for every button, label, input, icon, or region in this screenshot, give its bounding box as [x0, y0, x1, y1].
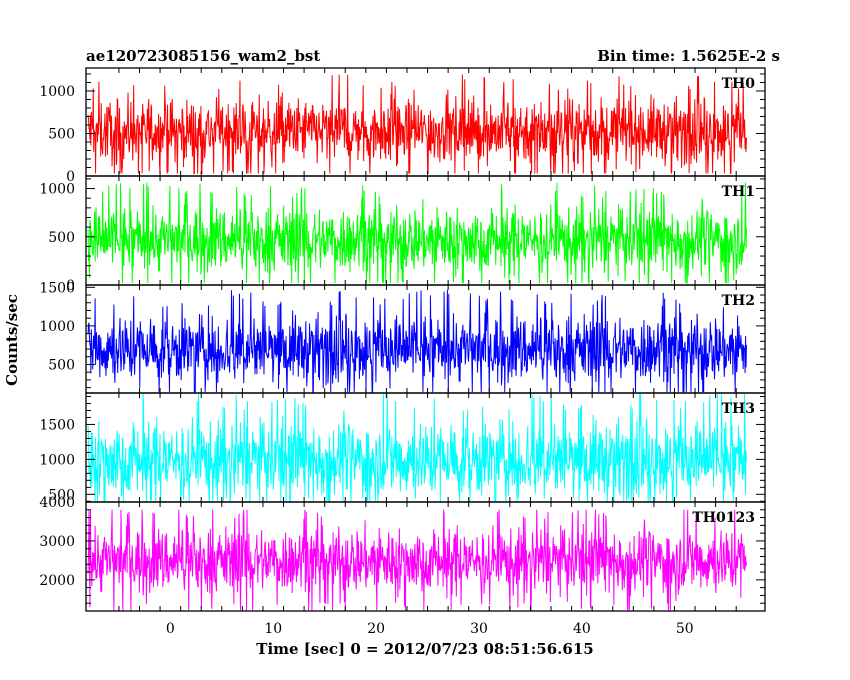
panel-label-th3: TH3 [722, 401, 755, 417]
y-tick-label: 1000 [39, 182, 75, 198]
series-line-th3 [87, 393, 747, 502]
panels-layer: 0 500 1000 TH0 0 500 1000 TH1 500 1000 1500 TH2 500 1… [39, 67, 766, 612]
x-tick-label: 20 [367, 621, 385, 637]
panel-th0: 0 500 1000 TH0 [39, 67, 766, 185]
series-line-th1 [87, 182, 747, 284]
y-tick-label: 1000 [39, 319, 75, 335]
y-tick-label: 4000 [39, 495, 75, 511]
y-tick-label: 2000 [39, 573, 75, 589]
y-tick-label: 1500 [39, 417, 75, 433]
panel-label-th0123: TH0123 [692, 510, 755, 526]
series-line-th0 [87, 74, 747, 174]
y-tick-label: 1500 [39, 280, 75, 296]
panel-th0123: 2000 3000 4000 TH0123 [39, 495, 766, 612]
chart-title: ae120723085156_wam2_bst [86, 47, 320, 65]
y-tick-label: 1000 [39, 84, 75, 100]
y-tick-label: 500 [48, 230, 75, 246]
y-tick-label: 500 [48, 487, 75, 503]
x-tick-label: 30 [470, 621, 488, 637]
y-axis-label: Counts/sec [3, 294, 21, 386]
x-tick-label: 10 [264, 621, 282, 637]
panel-th3: 500 1000 1500 TH3 [39, 392, 766, 503]
series-line-th2 [87, 289, 747, 393]
x-tick-label: 40 [573, 621, 591, 637]
panel-th1: 0 500 1000 TH1 [39, 175, 766, 294]
series-line-th0123 [87, 509, 747, 611]
x-axis-label: Time [sec] 0 = 2012/07/23 08:51:56.615 [256, 640, 593, 658]
y-tick-label: 3000 [39, 534, 75, 550]
panel-label-th1: TH1 [722, 184, 755, 200]
x-axis: 0 10 20 30 40 50 [166, 621, 694, 637]
panel-label-th0: TH0 [722, 76, 756, 92]
y-tick-label: 0 [66, 278, 75, 294]
panel-label-th2: TH2 [722, 293, 755, 309]
x-tick-label: 0 [166, 621, 175, 637]
panel-th2: 500 1000 1500 TH2 [39, 280, 766, 394]
bin-time-label: Bin time: 1.5625E-2 s [597, 47, 780, 65]
y-tick-label: 500 [48, 126, 75, 142]
panel-frame [85, 501, 766, 612]
y-tick-label: 1000 [39, 452, 75, 468]
x-tick-label: 50 [676, 621, 694, 637]
y-tick-label: 500 [48, 357, 75, 373]
y-tick-label: 0 [66, 169, 75, 185]
